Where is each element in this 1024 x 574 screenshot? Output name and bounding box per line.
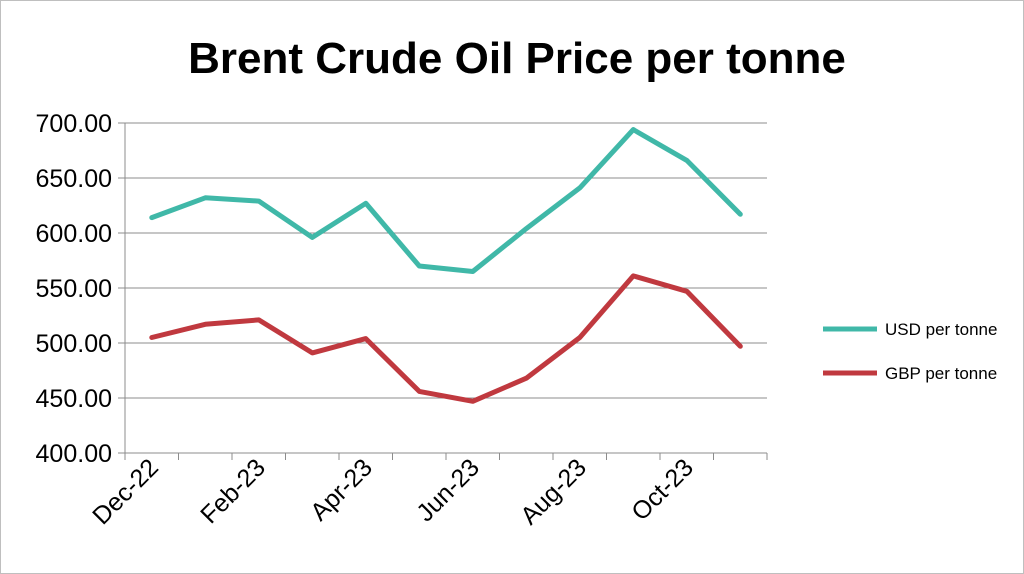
x-tick-label: Jun-23	[411, 453, 485, 527]
series-lines	[149, 127, 743, 404]
legend: USD per tonne GBP per tonne	[823, 320, 997, 383]
legend-label: USD per tonne	[885, 320, 997, 339]
series-line-gbp	[149, 273, 743, 404]
chart-title: Brent Crude Oil Price per tonne	[188, 34, 846, 83]
axes	[124, 123, 768, 460]
x-axis-ticks: Dec-22 Feb-23 Apr-23 Jun-23 Aug-23 Oct-23	[87, 453, 699, 530]
y-tick-label: 400.00	[36, 440, 112, 468]
series-line-usd	[149, 127, 743, 274]
gridlines	[118, 122, 767, 454]
x-tick-label: Aug-23	[515, 453, 592, 530]
x-tick-label: Feb-23	[195, 453, 271, 529]
y-tick-label: 550.00	[36, 275, 112, 303]
y-tick-label: 450.00	[36, 385, 112, 413]
y-tick-label: 600.00	[36, 220, 112, 248]
y-tick-label: 700.00	[36, 110, 112, 138]
y-tick-label: 650.00	[36, 165, 112, 193]
y-axis-ticks: 700.00 650.00 600.00 550.00 500.00 450.00 400.…	[36, 110, 112, 468]
legend-label: GBP per tonne	[885, 364, 997, 383]
x-tick-label: Apr-23	[305, 453, 378, 526]
x-tick-label: Oct-23	[626, 453, 699, 526]
y-tick-label: 500.00	[36, 330, 112, 358]
